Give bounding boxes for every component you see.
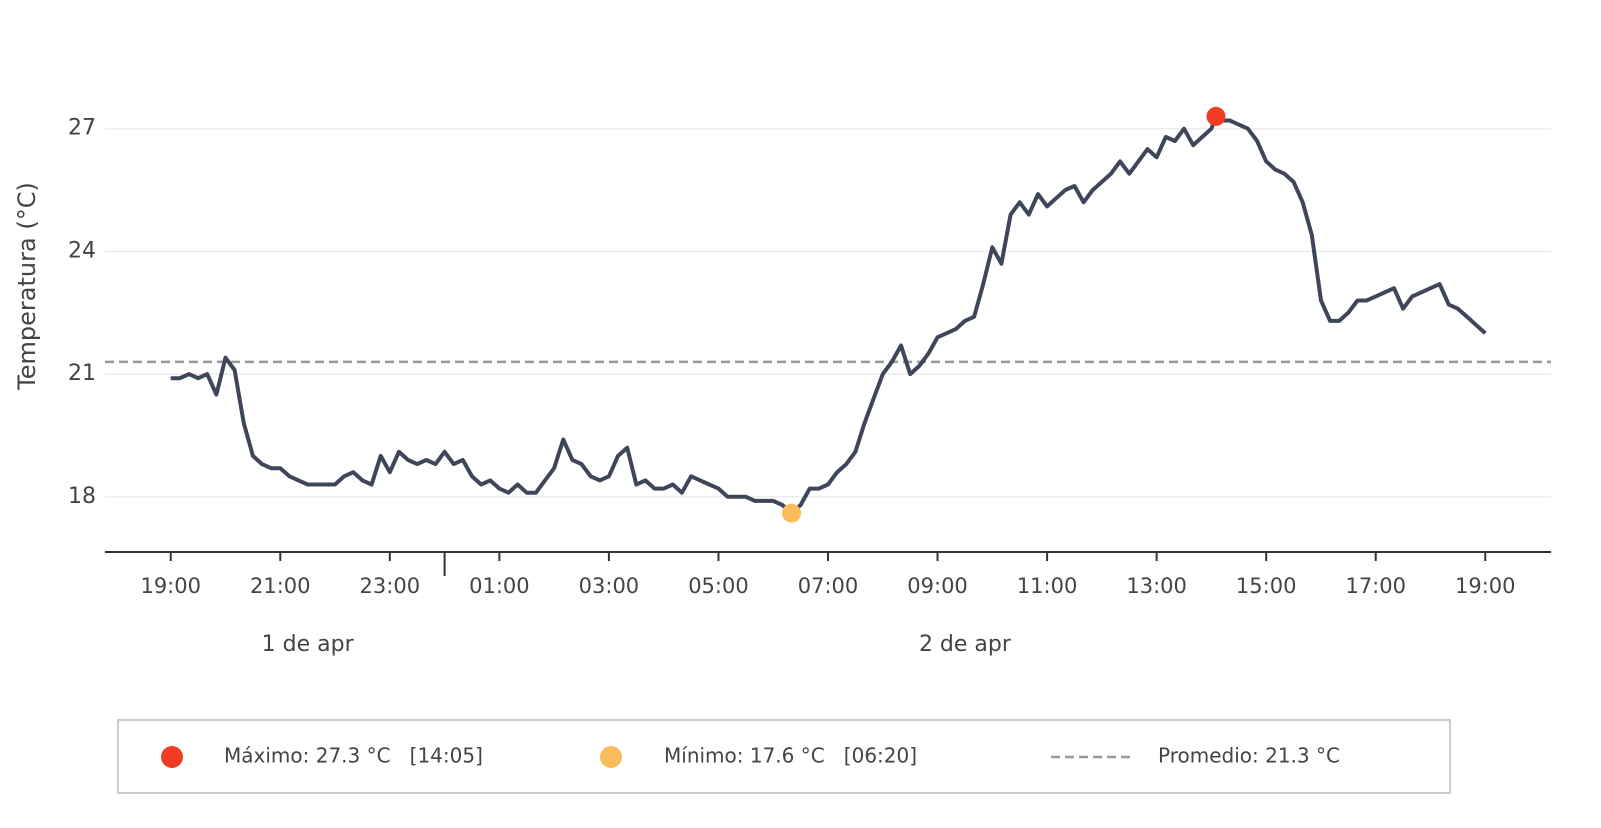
x-tick-label: 01:00 <box>469 574 530 598</box>
y-tick-label: 18 <box>68 484 96 509</box>
x-tick-label: 07:00 <box>798 574 859 598</box>
x-tick-label: 21:00 <box>250 574 311 598</box>
x-tick-label: 03:00 <box>579 574 640 598</box>
legend-label: Mínimo: 17.6 °C [06:20] <box>664 744 917 768</box>
y-axis-label: Temperatura (°C) <box>13 182 41 391</box>
x-tick-label: 13:00 <box>1126 574 1187 598</box>
legend-marker <box>600 746 622 768</box>
x-tick-label: 23:00 <box>360 574 421 598</box>
legend-label: Promedio: 21.3 °C <box>1158 744 1340 768</box>
day-label: 1 de apr <box>262 632 355 657</box>
temperature-line <box>170 114 1487 516</box>
legend-label: Máximo: 27.3 °C [14:05] <box>224 744 483 768</box>
x-tick-label: 11:00 <box>1017 574 1078 598</box>
y-tick-label: 24 <box>68 238 96 263</box>
x-tick-label: 19:00 <box>140 574 201 598</box>
maximum-point <box>1206 106 1226 126</box>
x-tick-label: 17:00 <box>1345 574 1406 598</box>
x-tick-label: 05:00 <box>688 574 749 598</box>
y-tick-label: 27 <box>68 116 96 141</box>
legend-box <box>117 719 1451 794</box>
y-tick-label: 21 <box>68 361 96 386</box>
x-tick-label: 15:00 <box>1236 574 1297 598</box>
day-label: 2 de apr <box>919 632 1012 657</box>
minimum-point <box>781 503 801 523</box>
x-tick-label: 09:00 <box>907 574 968 598</box>
x-tick-label: 19:00 <box>1455 574 1516 598</box>
legend-marker <box>161 746 183 768</box>
